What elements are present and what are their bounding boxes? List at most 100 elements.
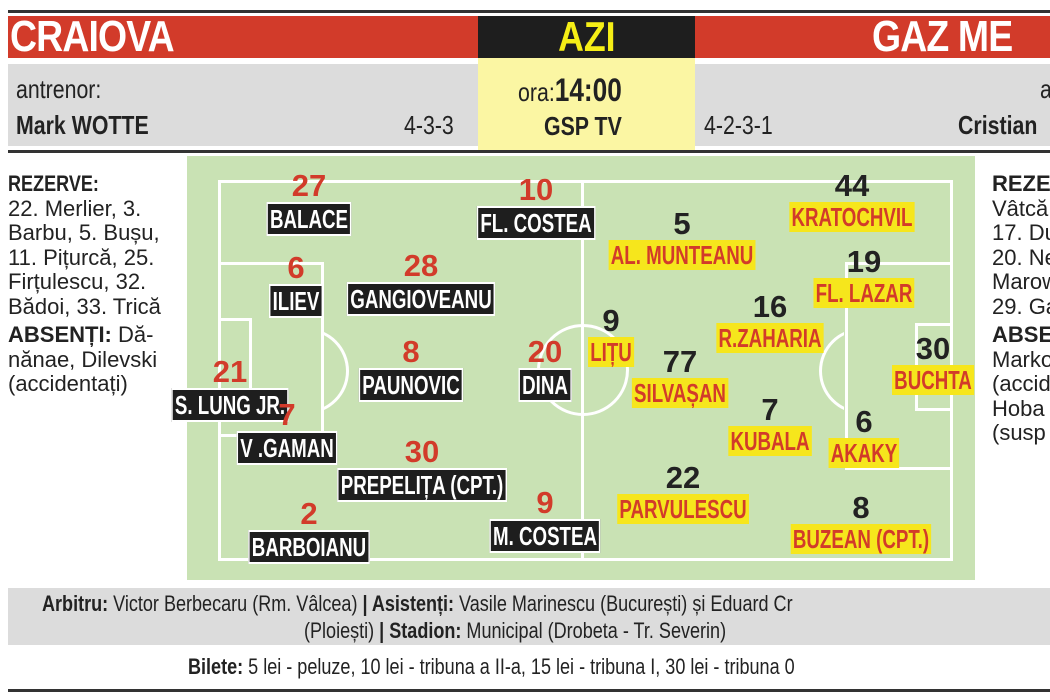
player-number: 22 (665, 460, 701, 495)
player-name: AKAKY (828, 438, 900, 468)
top-rule (8, 10, 1050, 13)
player-number: 77 (662, 344, 698, 379)
absent-line: Marko (992, 346, 1050, 372)
player-home: 6 ILIEV (258, 252, 333, 318)
header-bottom-rule (8, 150, 1050, 153)
player-name: BUZEAN (CPT.) (790, 524, 932, 554)
home-coach: Mark WOTTE (16, 110, 149, 140)
reserves-line: 22. Merlier, 3. (8, 195, 142, 221)
player-number: 7 (278, 397, 296, 432)
player-home: 9 M. COSTEA (468, 487, 622, 553)
player-name: PAUNOVIC (358, 368, 464, 402)
player-name: M. COSTEA (489, 519, 601, 553)
reserves-line: 11. Pițurcă, 25. (8, 244, 155, 270)
player-home: 28 GANGIOVEANU (318, 250, 524, 316)
player-name: BUCHTA (892, 365, 974, 395)
reserves-line: 20. Ne (992, 244, 1050, 270)
reserves-line: Vâtcă (992, 195, 1049, 221)
home-team-name: CRAIOVA (10, 12, 175, 61)
player-name: FL. COSTEA (476, 206, 596, 240)
reserves-line: 17. Du (992, 220, 1050, 245)
reserves-line: Barbu, 5. Bușu, (8, 220, 160, 245)
player-name: BALACE (266, 202, 352, 236)
player-number: 20 (527, 334, 563, 369)
player-number: 10 (518, 172, 554, 207)
player-number: 8 (852, 490, 870, 525)
absent-line: (accid (992, 371, 1050, 396)
player-name: S. LUNG JR. (171, 388, 289, 422)
day-box: AZI (478, 16, 695, 58)
reserves-line: Marow (992, 269, 1050, 294)
player-away: 6 AKAKY (815, 406, 913, 468)
player-number: 6 (855, 404, 873, 439)
bottom-rule (8, 689, 1050, 692)
match-time-box: ora:14:00 GSP TV (478, 58, 695, 150)
player-number: 28 (403, 248, 439, 283)
away-team-name: GAZ ME (872, 12, 1013, 61)
player-home: 10 FL. COSTEA (454, 174, 619, 240)
home-formation: 4-3-3 (404, 110, 454, 140)
player-number: 21 (212, 354, 248, 389)
player-away: 8 BUZEAN (CPT.) (763, 492, 958, 554)
player-home: 27 BALACE (250, 170, 368, 236)
reserves-line: Bădoi, 33. Trică (8, 293, 161, 319)
absent-line: (susp (992, 420, 1046, 445)
away-absent-title: ABSE (992, 322, 1050, 347)
home-reserves: REZERVE: 22. Merlier, 3. Barbu, 5. Bușu,… (8, 172, 184, 397)
player-name: BARBOIANU (248, 530, 370, 564)
day-label: AZI (557, 13, 616, 60)
officials-line-1: Arbitru: Victor Berbecaru (Rm. Vâlcea) |… (42, 591, 793, 616)
tickets: Bilete: 5 lei - peluze, 10 lei - tribuna… (188, 654, 795, 679)
player-name: AL. MUNTEANU (608, 240, 756, 270)
player-number: 6 (287, 250, 305, 285)
player-number: 2 (300, 496, 318, 531)
player-number: 5 (673, 206, 691, 241)
player-number: 30 (915, 331, 951, 366)
player-home: 30 PREPELIȚA (CPT.) (304, 436, 540, 502)
player-away: 44 KRATOCHVIL (765, 170, 939, 232)
player-away: 5 AL. MUNTEANU (580, 208, 784, 270)
away-reserves-title: REZE (992, 172, 1050, 196)
player-away: 77 SILVAȘAN (613, 346, 747, 408)
absent-line: nănae, Dilevski (8, 346, 158, 372)
player-name: PREPELIȚA (CPT.) (337, 468, 507, 502)
player-name: ILIEV (268, 284, 324, 318)
player-number: 30 (404, 434, 440, 469)
away-reserves: REZE Vâtcă 17. Du 20. Ne Marow 29. Ga AB… (992, 172, 1050, 446)
player-number: 19 (846, 244, 882, 279)
player-number: 9 (536, 485, 554, 520)
player-number: 27 (291, 168, 327, 203)
player-number: 7 (761, 392, 779, 427)
player-name: R.ZAHARIA (716, 323, 824, 353)
player-name: KRATOCHVIL (789, 202, 915, 232)
player-name: KUBALA (728, 426, 812, 456)
player-name: FL. LAZAR (813, 278, 915, 308)
player-away: 9 LIȚU (579, 305, 643, 367)
player-away: 22 PARVULESCU (592, 462, 775, 524)
player-away: 16 R.ZAHARIA (696, 291, 845, 353)
player-number: 44 (834, 168, 870, 203)
match-time: ora:14:00 (518, 72, 622, 108)
reserves-line: 29. Ga (992, 293, 1050, 319)
player-away: 30 BUCHTA (876, 333, 990, 395)
away-coach: Cristian (958, 110, 1038, 140)
absent-line: Hoba (992, 395, 1045, 421)
player-home: 21 S. LUNG JR. (148, 356, 311, 422)
player-name: LIȚU (588, 337, 634, 367)
player-away: 7 KUBALA (712, 394, 828, 456)
player-number: 16 (752, 289, 788, 324)
player-name: PARVULESCU (617, 494, 749, 524)
broadcaster: GSP TV (544, 111, 622, 141)
player-home: 2 BARBOIANU (225, 498, 394, 564)
officials-band: Arbitru: Victor Berbecaru (Rm. Vâlcea) |… (8, 588, 1050, 645)
absent-line: (accidentați) (8, 371, 128, 396)
player-name: DINA (518, 368, 572, 402)
player-name: GANGIOVEANU (346, 282, 496, 316)
away-coach-label: a (1040, 74, 1050, 105)
player-away: 19 FL. LAZAR (794, 246, 934, 308)
reserves-line: Firțulescu, 32. (8, 269, 147, 294)
home-reserves-title: REZERVE: (8, 172, 99, 196)
home-absent: ABSENȚI: Dă- (8, 322, 154, 347)
away-formation: 4-2-3-1 (704, 110, 773, 140)
